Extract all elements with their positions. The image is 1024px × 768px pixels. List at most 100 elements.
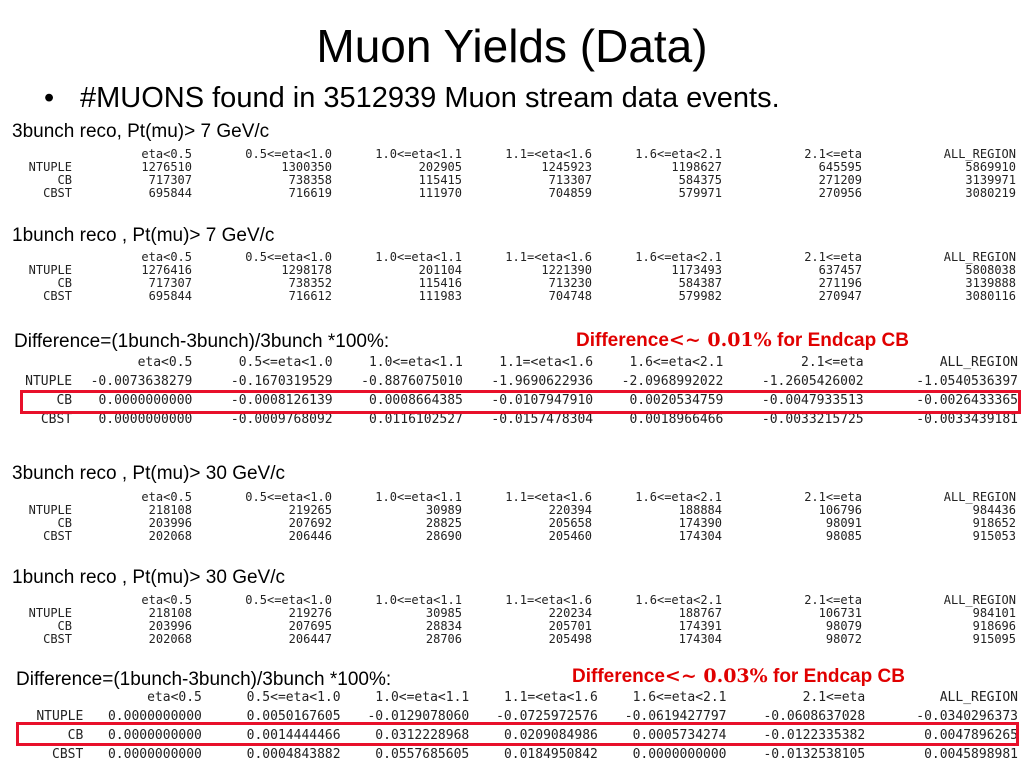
column-header: 1.1=<eta<1.6 [503,690,598,705]
difference-note-prefix: Difference [576,330,669,351]
table-cell: 0.0004843882 [246,747,341,762]
table-cell: 584375 [678,174,722,187]
table-header-row: eta<0.5 0.5<=eta<1.0 1.0<=eta<1.1 1.1=<eta<… [6,251,1016,264]
column-header: 1.0<=eta<1.1 [368,355,463,370]
table-header-row: eta<0.5 0.5<=eta<1.0 1.0<=eta<1.1 1.1=<eta<… [6,353,1018,372]
row-label: CBST [52,747,84,762]
table-cell: 30985 [425,607,462,620]
bullet-point: • #MUONS found in 3512939 Muon stream dat… [44,80,780,116]
table-cell: 174390 [678,517,722,530]
column-header: 1.6<=eta<2.1 [635,148,722,161]
table-cell: 637457 [818,264,862,277]
table-cell: 202068 [148,530,192,543]
table-cell: 98085 [825,530,862,543]
table-cell: -0.0340296373 [916,709,1018,724]
table-cell: 1276416 [141,264,192,277]
table-cell: 1221390 [541,264,592,277]
table-cell: 271196 [818,277,862,290]
table-cell: 205498 [548,633,592,646]
column-header: eta<0.5 [141,491,192,504]
table-cell: 206447 [288,633,332,646]
table-cell: 106796 [818,504,862,517]
table-cell: 915095 [972,633,1016,646]
header-corner-cell [6,594,72,607]
table-cell: -0.0132538105 [763,747,866,762]
table-row: CBST 0.0000000000 0.0004843882 0.0557685605… [18,745,1018,764]
column-header: 0.5<=eta<1.0 [238,355,333,370]
table-cell: 206446 [288,530,332,543]
yield-table-1bunch-pt7: eta<0.5 0.5<=eta<1.0 1.0<=eta<1.1 1.1=<eta<… [6,251,1016,303]
table-cell: 115415 [418,174,462,187]
table-cell: 207692 [288,517,332,530]
table-cell: 0.0312228968 [375,728,470,743]
table-cell: 695844 [148,187,192,200]
table-cell: -0.0725972576 [496,709,598,724]
row-label: NTUPLE [28,504,72,517]
table-cell: 115416 [418,277,462,290]
table-cell: 28834 [425,620,462,633]
table-cell: 1298178 [281,264,332,277]
table-cell: 202068 [148,633,192,646]
table-cell: 98091 [825,517,862,530]
table-cell: 220234 [548,607,592,620]
row-label: CB [57,277,72,290]
yield-table-1bunch-pt30: eta<0.5 0.5<=eta<1.0 1.0<=eta<1.1 1.1=<eta<… [6,594,1016,646]
table-row: NTUPLE 218108 219276 30985 220234 188767 10673… [6,607,1016,620]
table-cell: 0.0005734274 [632,728,727,743]
table-cell: 0.0020534759 [629,393,724,408]
table-cell: -0.0008126139 [230,393,333,408]
row-label: NTUPLE [28,264,72,277]
table-cell: 0.0000000000 [98,412,193,427]
table-cell: 645595 [818,161,862,174]
column-header: eta<0.5 [141,251,192,264]
column-header: 0.5<=eta<1.0 [246,690,341,705]
table-cell: 695844 [148,290,192,303]
column-header: 1.1=<eta<1.6 [499,355,594,370]
table-cell: 0.0018966466 [629,412,724,427]
table-cell: 579982 [678,290,722,303]
table-cell: 738352 [288,277,332,290]
table-row: CBST 695844 716612 111983 704748 579982 270947… [6,290,1016,303]
table-row: NTUPLE 218108 219265 30989 220394 188884 10679… [6,504,1016,517]
difference-note-pt7: Difference<~ 0.01% for Endcap CB [576,328,909,353]
column-header: ALL_REGION [943,148,1016,161]
column-header: 1.1=<eta<1.6 [505,491,592,504]
column-header: ALL_REGION [939,355,1018,370]
table-cell: 0.0116102527 [368,412,463,427]
table-cell: -0.0033215725 [761,412,864,427]
table-cell: 3080219 [965,187,1016,200]
table-cell: 205658 [548,517,592,530]
column-header: 1.0<=eta<1.1 [375,594,462,607]
table-cell: 704748 [548,290,592,303]
difference-note-math: <~ 0.01% [668,329,772,351]
table-cell: 0.0209084986 [503,728,598,743]
table-cell: 984436 [972,504,1016,517]
column-header: 1.6<=eta<2.1 [635,251,722,264]
row-label: CB [57,517,72,530]
table-cell: 0.0047896265 [924,728,1018,743]
table-cell: 111983 [418,290,462,303]
difference-table-pt30: eta<0.5 0.5<=eta<1.0 1.0<=eta<1.1 1.1=<eta<… [18,688,1018,764]
table-cell: 0.0000000000 [98,393,193,408]
table-cell: 218108 [148,607,192,620]
table-cell: -0.0129078060 [367,709,470,724]
table-row: NTUPLE -0.0073638279 -0.1670319529 -0.88760… [6,372,1018,391]
table-cell: 716612 [288,290,332,303]
table-cell: 0.0000000000 [107,747,202,762]
table-cell: 918696 [972,620,1016,633]
table-cell: 3139888 [965,277,1016,290]
section-label-1bunch-pt7: 1bunch reco , Pt(mu)> 7 GeV/c [12,225,275,246]
column-header: eta<0.5 [141,594,192,607]
row-label: CBST [43,530,72,543]
table-cell: 202905 [418,161,462,174]
column-header: 1.0<=eta<1.1 [375,690,470,705]
table-cell: 188767 [678,607,722,620]
table-row: CB 203996 207695 28834 205701 174391 98079 9186… [6,620,1016,633]
table-cell: 915053 [972,530,1016,543]
row-label: CB [57,620,72,633]
table-cell: 0.0014444466 [246,728,341,743]
table-cell: -0.0157478304 [491,412,594,427]
yield-table-3bunch-pt30: eta<0.5 0.5<=eta<1.0 1.0<=eta<1.1 1.1=<eta<… [6,491,1016,543]
table-cell: 704859 [548,187,592,200]
column-header: eta<0.5 [137,355,193,370]
